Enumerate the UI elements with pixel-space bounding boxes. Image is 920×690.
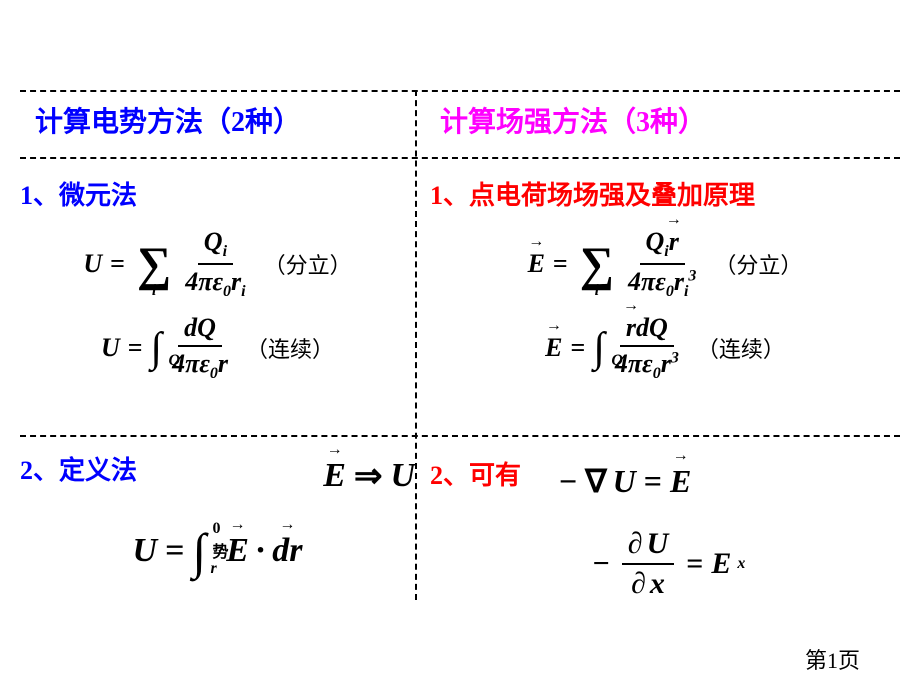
formula-E-sum: E = ∑i Qir 4πε0ri3 （分立） (430, 227, 900, 301)
note-continuous: （连续） (246, 332, 334, 364)
lhs: U (101, 333, 120, 363)
equals: = (110, 249, 125, 279)
right-s2-title: 2、可有 (430, 455, 521, 492)
left-section-2: 2、定义法 E ⇒ U U = ∫r0势 E · dr (20, 450, 415, 592)
formula-U-line-integral: U = ∫r0势 E · dr (20, 522, 415, 580)
right-section-2: 2、可有 − ∇ U = E − ∂U ∂x = E x (430, 450, 900, 613)
left-section-1: 1、微元法 U = ∑i Qi 4πε0ri （分立） U = ∫Q dQ 4π… (20, 175, 415, 396)
divider-middle (20, 435, 900, 437)
left-s1-title: 1、微元法 (20, 175, 415, 212)
formula-U-int: U = ∫Q dQ 4πε0r （连续） (20, 313, 415, 383)
right-section-1: 1、点电荷场场强及叠加原理 E = ∑i Qir 4πε0ri3 （分立） E … (430, 175, 900, 396)
right-s1-title: 1、点电荷场场强及叠加原理 (430, 175, 900, 212)
integral-r-to-0: ∫r0势 (192, 522, 206, 580)
formula-U-sum: U = ∑i Qi 4πε0ri （分立） (20, 227, 415, 301)
page-number: 第1页 (805, 643, 860, 675)
note-discrete: （分立） (264, 248, 352, 280)
left-s2-title: 2、定义法 (20, 450, 323, 487)
divider-vertical (415, 90, 417, 600)
formula-partial-U: − ∂U ∂x = E x (430, 527, 900, 601)
formula-E-int: E = ∫Q rdQ 4πε0r3 （连续） (430, 313, 900, 383)
formula-neg-grad-U: − ∇ U = E (551, 462, 691, 500)
integral-symbol: ∫Q (151, 324, 163, 372)
fraction: Qi 4πε0ri (179, 227, 251, 301)
lhs: U (83, 249, 102, 279)
sum-symbol: ∑i (137, 237, 171, 292)
formula-E-implies-U: E ⇒ U (323, 456, 415, 496)
divider-top (20, 90, 900, 92)
divider-under-headers (20, 157, 900, 159)
header-right: 计算场强方法（3种） (440, 100, 706, 140)
header-left: 计算电势方法（2种） (35, 100, 301, 140)
